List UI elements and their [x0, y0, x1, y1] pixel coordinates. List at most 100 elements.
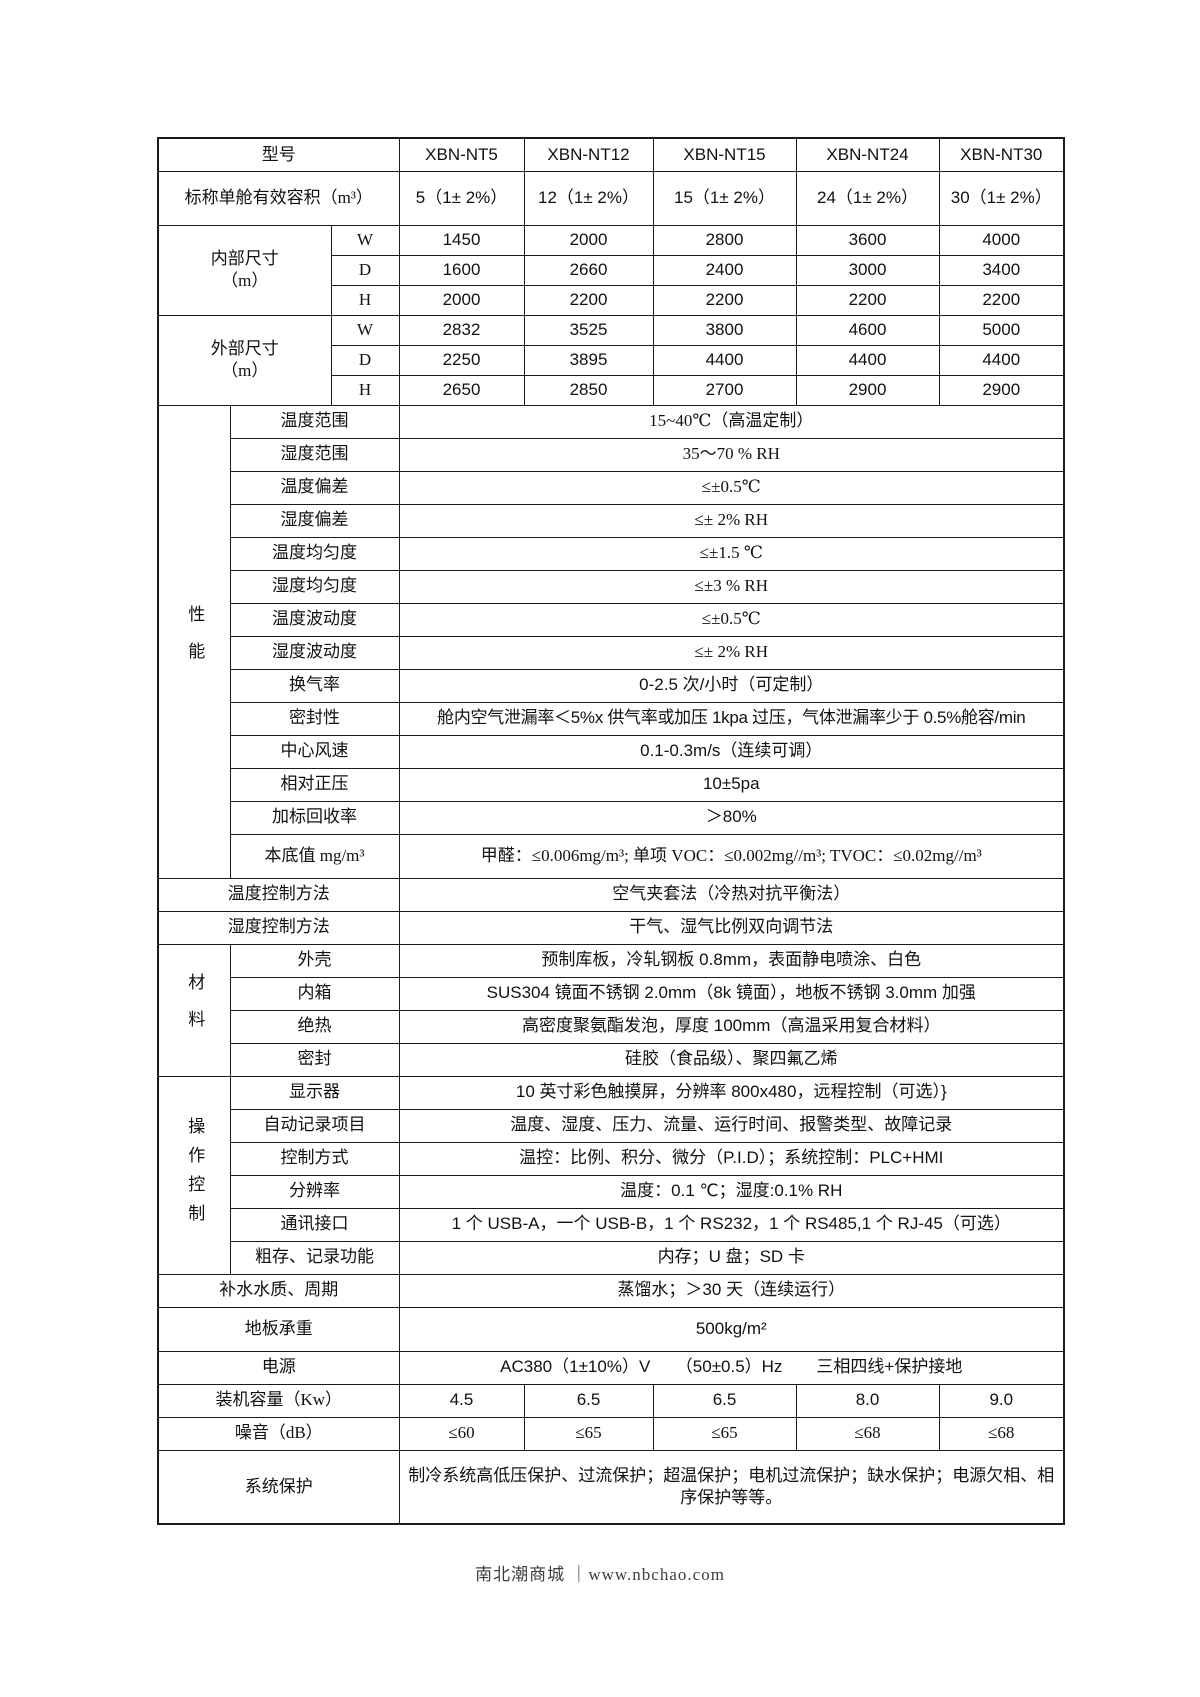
value-cell: 5（1± 2%）	[398, 170, 525, 226]
table-row: 分辨率 温度：0.1 ℃；湿度:0.1% RH	[158, 1174, 1065, 1209]
table-row: 湿度均匀度 ≤±3 % RH	[158, 569, 1065, 604]
row-label: 本底值 mg/m³	[229, 833, 400, 879]
dim-value: 2660	[523, 254, 654, 286]
value-cell: 温度：0.1 ℃；湿度:0.1% RH	[398, 1174, 1065, 1209]
inner-dims-label: 内部尺寸 （m）	[157, 224, 332, 316]
table-row: 系统保护 制冷系统高低压保护、过流保护；超温保护；电机过流保护；缺水保护；电源欠…	[157, 1449, 1065, 1525]
value-cell: 高密度聚氨酯发泡，厚度 100mm（高温采用复合材料）	[398, 1009, 1065, 1044]
model-name: XBN-NT24	[795, 137, 940, 172]
table-row: 标称单舱有效容积（m³） 5（1± 2%） 12（1± 2%） 15（1± 2%…	[157, 170, 1065, 226]
dim-value: 2200	[938, 284, 1065, 316]
footer-text: 南北潮商城 ｜www.nbchao.com	[475, 1565, 725, 1584]
outer-dims-label: 外部尺寸 （m）	[157, 314, 332, 406]
value-cell: 4.5	[398, 1383, 525, 1418]
value-cell: 预制库板，冷轧钢板 0.8mm，表面静电喷涂、白色	[398, 943, 1065, 978]
table-row: 本底值 mg/m³ 甲醛：≤0.006mg/m³; 单项 VOC：≤0.002m…	[158, 833, 1065, 879]
table-row: 内部尺寸 （m） W 1450 2000 2800 3600 4000	[157, 224, 1065, 316]
group-label-text: 材料	[185, 973, 205, 1047]
group-label-materials: 材料	[157, 943, 231, 1077]
table-row: H 2650 2850 2700 2900 2900	[158, 374, 1065, 406]
table-row: 型号 XBN-NT5 XBN-NT12 XBN-NT15 XBN-NT24 XB…	[157, 137, 1065, 172]
table-row: 密封 硅胶（食品级）、聚四氟乙烯	[158, 1042, 1065, 1077]
row-label: 密封	[229, 1042, 400, 1077]
value-cell: 35～70 % RH	[398, 437, 1065, 472]
table-row: 通讯接口 1 个 USB-A，一个 USB-B，1 个 RS232，1 个 RS…	[158, 1207, 1065, 1242]
row-label: 绝热	[229, 1009, 400, 1044]
value-cell: 6.5	[523, 1383, 654, 1418]
value-cell: 500kg/m²	[398, 1306, 1065, 1352]
dim-value: 2200	[795, 284, 940, 316]
dim-axis: W	[330, 314, 400, 346]
table-row: 装机容量（Kw） 4.5 6.5 6.5 8.0 9.0	[157, 1383, 1065, 1418]
value-cell: 6.5	[652, 1383, 797, 1418]
table-row: 湿度波动度 ≤± 2% RH	[158, 635, 1065, 670]
row-label: 加标回收率	[229, 800, 400, 835]
dim-value: 2900	[938, 374, 1065, 406]
dim-value: 4400	[938, 344, 1065, 376]
dim-axis: H	[330, 284, 400, 316]
value-cell: 30（1± 2%）	[938, 170, 1065, 226]
value-cell: ＞80%	[398, 800, 1065, 835]
row-label: 中心风速	[229, 734, 400, 769]
value-cell: 0-2.5 次/小时（可定制）	[398, 668, 1065, 703]
value-cell: ≤±1.5 ℃	[398, 536, 1065, 571]
group-label-performance: 性能	[157, 404, 231, 879]
value-cell: 9.0	[938, 1383, 1065, 1418]
table-row: 湿度控制方法 干气、湿气比例双向调节法	[157, 910, 1065, 945]
dim-value: 3895	[523, 344, 654, 376]
row-label: 自动记录项目	[229, 1108, 400, 1143]
table-row: 电源 AC380（1±10%）V （50±0.5）Hz 三相四线+保护接地	[157, 1350, 1065, 1385]
row-label: 粗存、记录功能	[229, 1240, 400, 1275]
table-row: 材料 外壳 预制库板，冷轧钢板 0.8mm，表面静电喷涂、白色	[157, 943, 1065, 1077]
value-cell: 15~40℃（高温定制）	[398, 404, 1065, 439]
value-cell: SUS304 镜面不锈钢 2.0mm（8k 镜面），地板不锈钢 3.0mm 加强	[398, 976, 1065, 1011]
value-cell: 1 个 USB-A，一个 USB-B，1 个 RS232，1 个 RS485,1…	[398, 1207, 1065, 1242]
table-row: 外部尺寸 （m） W 2832 3525 3800 4600 5000	[157, 314, 1065, 406]
row-label: 湿度波动度	[229, 635, 400, 670]
value-cell: 干气、湿气比例双向调节法	[398, 910, 1065, 945]
value-cell: 制冷系统高低压保护、过流保护；超温保护；电机过流保护；缺水保护；电源欠相、相序保…	[398, 1449, 1065, 1525]
table-row: 温度控制方法 空气夹套法（冷热对抗平衡法）	[157, 877, 1065, 912]
dim-value: 2700	[652, 374, 797, 406]
dim-value: 2800	[652, 224, 797, 256]
table-row: 自动记录项目 温度、湿度、压力、流量、运行时间、报警类型、故障记录	[158, 1108, 1065, 1143]
dim-value: 4600	[795, 314, 940, 346]
table-row: D 1600 2660 2400 3000 3400	[158, 254, 1065, 286]
value-cell: ≤65	[652, 1416, 797, 1451]
value-cell: AC380（1±10%）V （50±0.5）Hz 三相四线+保护接地	[398, 1350, 1065, 1385]
model-name: XBN-NT30	[938, 137, 1065, 172]
dim-value: 3600	[795, 224, 940, 256]
value-cell: 12（1± 2%）	[523, 170, 654, 226]
row-label: 温度均匀度	[229, 536, 400, 571]
row-label: 换气率	[229, 668, 400, 703]
row-label: 湿度偏差	[229, 503, 400, 538]
value-cell: 10±5pa	[398, 767, 1065, 802]
row-label: 分辨率	[229, 1174, 400, 1209]
table-row: 密封性 舱内空气泄漏率＜5%x 供气率或加压 1kpa 过压，气体泄漏率少于 0…	[158, 701, 1065, 736]
value-cell: 10 英寸彩色触摸屏，分辨率 800x480，远程控制（可选）}	[398, 1075, 1065, 1110]
value-cell: 蒸馏水；＞30 天（连续运行）	[398, 1273, 1065, 1308]
group-label-text: 性能	[185, 604, 205, 679]
table-row: 地板承重 500kg/m²	[157, 1306, 1065, 1352]
value-cell: ≤± 2% RH	[398, 635, 1065, 670]
dim-value: 1600	[398, 254, 525, 286]
row-label: 装机容量（Kw）	[157, 1383, 400, 1418]
row-label: 湿度控制方法	[157, 910, 400, 945]
model-name: XBN-NT5	[398, 137, 525, 172]
table-row: 湿度范围 35～70 % RH	[158, 437, 1065, 472]
value-cell: 8.0	[795, 1383, 940, 1418]
table-row: 控制方式 温控：比例、积分、微分（P.I.D）；系统控制：PLC+HMI	[158, 1141, 1065, 1176]
table-row: 中心风速 0.1-0.3m/s（连续可调）	[158, 734, 1065, 769]
dim-value: 4400	[652, 344, 797, 376]
dim-value: 2650	[398, 374, 525, 406]
dim-value: 1450	[398, 224, 525, 256]
dim-axis: D	[330, 344, 400, 376]
dim-value: 4400	[795, 344, 940, 376]
row-label: 控制方式	[229, 1141, 400, 1176]
dim-axis: W	[330, 224, 400, 256]
row-label: 外壳	[229, 943, 400, 978]
row-label: 湿度范围	[229, 437, 400, 472]
row-label: 内箱	[229, 976, 400, 1011]
value-cell: 硅胶（食品级）、聚四氟乙烯	[398, 1042, 1065, 1077]
